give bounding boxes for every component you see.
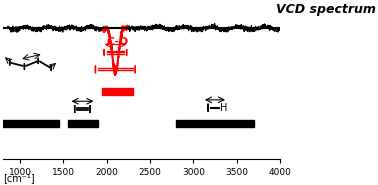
Bar bbox=[68, 120, 98, 127]
Bar bbox=[102, 88, 133, 95]
Text: [cm⁻¹]: [cm⁻¹] bbox=[3, 174, 34, 184]
Bar bbox=[176, 120, 254, 127]
Text: H: H bbox=[220, 103, 228, 113]
Text: VCD spectrum: VCD spectrum bbox=[276, 3, 375, 16]
Text: C-D: C-D bbox=[107, 38, 129, 48]
Bar bbox=[0, 120, 59, 127]
